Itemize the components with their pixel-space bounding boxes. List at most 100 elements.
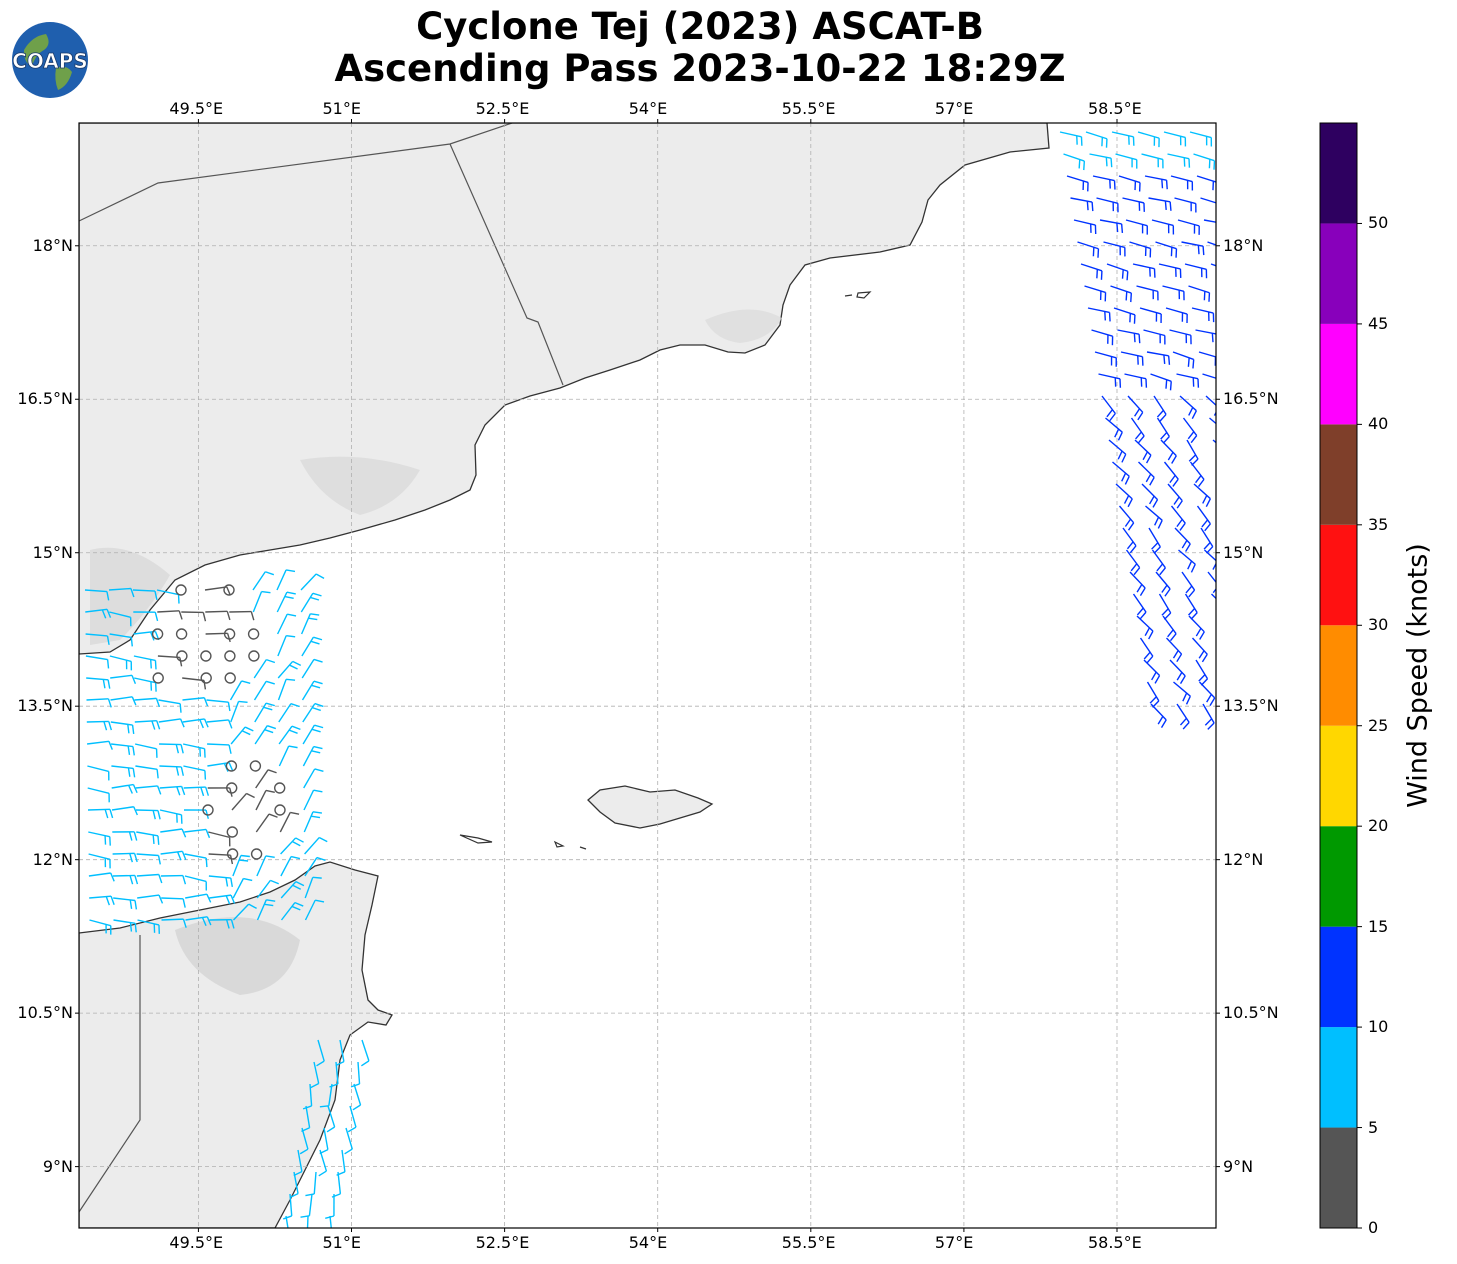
map-title-line1: Cyclone Tej (2023) ASCAT-B [416,5,984,48]
lon-label-bottom: 51°E [322,1233,361,1252]
wind-barb [87,808,114,819]
wind-barb [89,919,112,935]
wind-barb [110,696,137,706]
wind-barb [1089,153,1113,168]
wind-barb [85,655,110,669]
wind-barb [137,919,160,934]
wind-barb [1132,593,1147,620]
wind-barb [1143,659,1161,684]
wind-barb [1156,417,1170,444]
wind-barb [255,789,275,811]
wind-barb [280,901,304,921]
wind-barb [111,806,138,816]
wind-barb [1124,373,1148,388]
wind-barb [253,658,276,679]
wind-barb [185,893,212,903]
wind-barb [278,702,300,723]
wind-barb [302,745,323,767]
wind-barb [280,855,301,877]
wind-barb [1196,175,1216,191]
colorbar-tick-label: 40 [1368,414,1389,434]
lon-label-top: 55.5°E [781,99,836,118]
wind-barb [184,853,208,868]
wind-barb [136,831,160,845]
wind-barb [160,874,187,885]
lat-label-right: 9°N [1223,1156,1254,1176]
wind-barb [1160,439,1177,464]
wind-barb [1151,219,1175,235]
wind-barb [134,743,158,758]
wind-barb-calm [223,584,235,596]
wind-barb [305,1171,317,1197]
wind-barb [1077,241,1100,258]
wind-barb [184,828,211,839]
lat-label-left: 13.5°N [17,696,73,716]
wind-barb [136,873,163,884]
wind-barb [1163,461,1179,487]
wind-barb [1193,483,1212,508]
colorbar-tick-label: 20 [1368,816,1389,836]
wind-barb [157,610,183,620]
wind-barb [1200,197,1216,213]
wind-barb [1181,571,1196,598]
wind-barb [1125,219,1148,235]
wind-barb [159,785,186,796]
colorbar-tick-label: 25 [1368,715,1389,735]
wind-barb [87,765,110,781]
wind-barb [161,897,186,908]
wind-barb [205,610,231,621]
wind-barb [1085,131,1108,148]
wind-barb [137,894,164,904]
wind-barb [134,720,161,730]
wind-barb [232,903,257,921]
wind-barb [1139,307,1162,323]
wind-barb-calm [274,804,286,816]
wind-barb [304,856,326,877]
wind-barb [1182,417,1198,444]
wind-barb [252,590,271,613]
wind-barb [316,1039,325,1067]
wind-barb [301,680,323,701]
lat-label-right: 16.5°N [1223,389,1279,409]
wind-barb [277,660,302,679]
colorbar-tick-label: 35 [1368,514,1389,534]
wind-barb [344,1127,353,1155]
map-frame [78,122,1217,1229]
wind-barb [159,743,184,754]
wind-barb [109,655,133,671]
wind-barb [113,897,138,910]
wind-barb [280,880,305,899]
wind-barb [182,697,209,707]
wind-barb [277,634,296,657]
coaps-logo: COAPS [12,22,88,98]
wind-barb [1122,527,1137,554]
wind-barb [318,1149,328,1177]
wind-barb [276,613,297,635]
wind-barb-calm [225,782,238,794]
wind-barb [301,658,323,679]
wind-barb [1191,637,1208,663]
wind-barb [1167,483,1183,509]
wind-barb [1195,329,1216,343]
wind-barb [1111,131,1135,146]
wind-barb [207,743,232,754]
lat-label-left: 9°N [42,1156,73,1176]
wind-barb [1188,285,1211,302]
wind-barb [350,1061,361,1088]
wind-barb [1138,461,1155,486]
wind-barb [256,879,279,899]
wind-barb [1148,197,1172,211]
lat-label-right: 13.5°N [1223,696,1279,716]
wind-barb-calm [175,584,187,596]
wind-barb [1203,219,1216,223]
wind-barb [208,853,234,865]
lat-label-right: 12°N [1223,849,1264,869]
wind-barb [1096,197,1119,213]
colorbar-tick-label: 10 [1368,1017,1389,1037]
wind-barb [360,1039,370,1067]
wind-barb-calm [152,672,164,684]
wind-barb [1066,175,1089,192]
wind-barb [112,852,138,863]
colorbar-tick-label: 30 [1368,615,1389,635]
wind-barb-calm [200,672,212,684]
